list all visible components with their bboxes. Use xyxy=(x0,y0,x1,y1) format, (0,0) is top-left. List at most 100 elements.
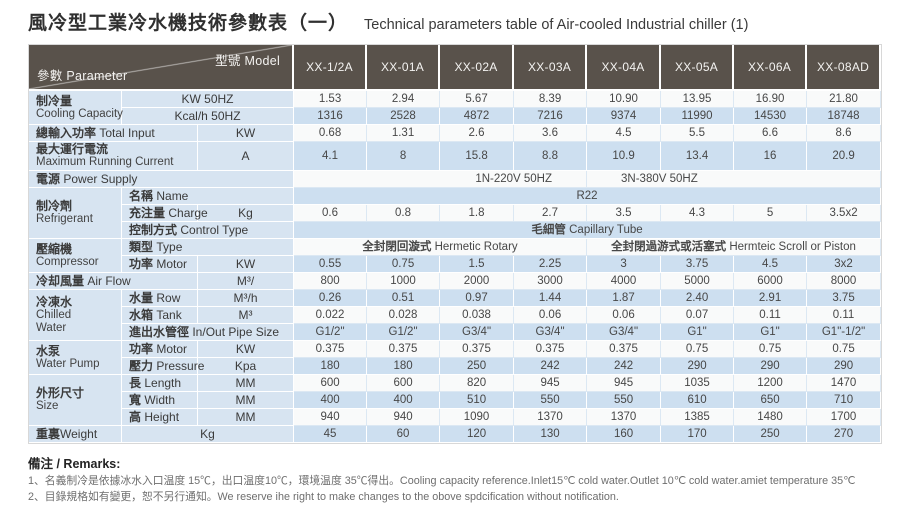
value-cell: 2.7 xyxy=(514,205,588,222)
table-row: 總輸入功率 Total Input KW 0.68 1.31 2.6 3.6 4.5 5.5 6… xyxy=(29,125,882,142)
unit-mm: MM xyxy=(198,375,295,392)
value-cell: G3/4" xyxy=(440,324,515,341)
label-total-input: 總輸入功率 Total Input xyxy=(29,125,198,142)
remark-line-2: 2、目錄規格如有變更，恕不另行通知。We reserve ihe right t… xyxy=(28,491,619,503)
label-pipe-size: 進出水管徑 In/Out Pipe Size xyxy=(122,324,295,341)
table-row: 冷却風量 Air Flow M³/800 1000 2000 3000 4000 5000 6… xyxy=(29,273,882,290)
value-cell: 0.038 xyxy=(440,307,515,324)
value-cell: 13.95 xyxy=(661,91,735,108)
value-cell: 1.53 xyxy=(294,91,368,108)
value-cell: 2000 xyxy=(440,273,515,290)
unit-kpa: Kpa xyxy=(198,358,295,375)
value-cell: 2.91 xyxy=(734,290,808,307)
label-power-supply: 電源 Power Supply xyxy=(29,171,295,188)
value-cell: G1/2" xyxy=(367,324,441,341)
value-cell: 600 xyxy=(294,375,368,392)
value-cell: G1/2" xyxy=(294,324,368,341)
value-cell: 4.5 xyxy=(587,125,662,142)
value-cell: 250 xyxy=(734,426,808,443)
value-cell: 3.75 xyxy=(807,290,882,307)
value-cell: 1N-220V 50HZ xyxy=(294,171,588,188)
unit-mm: MM xyxy=(198,392,295,409)
value-cell: 5.5 xyxy=(661,125,735,142)
label-height: 高 Height xyxy=(122,409,198,426)
remarks-section: 備注 / Remarks: 1、名義制冷是依據冰水入口温度 15℃，出口温度10… xyxy=(28,453,880,504)
model-header-3: XX-02A xyxy=(440,45,515,91)
value-cell: 945 xyxy=(514,375,588,392)
value-cell: 16 xyxy=(734,142,808,171)
value-cell: 0.55 xyxy=(294,256,368,273)
value-cell: 9374 xyxy=(587,108,662,125)
label-kcal-50hz: Kcal/h 50HZ xyxy=(122,108,295,125)
value-cell: 3x2 xyxy=(807,256,882,273)
value-cell: 4.1 xyxy=(294,142,368,171)
table-row: 制冷量 Cooling Capacity KW 50HZ 1.53 2.94 5.67 8.… xyxy=(29,91,882,125)
value-cell: 1480 xyxy=(734,409,808,426)
value-cell: 130 xyxy=(514,426,588,443)
value-cell: 1.8 xyxy=(440,205,515,222)
value-cell: 290 xyxy=(734,358,808,375)
label-max-running-current: 最大運行電流 Maximum Running Current xyxy=(29,142,198,171)
model-header-6: XX-05A xyxy=(661,45,735,91)
value-cell: 0.11 xyxy=(734,307,808,324)
value-cell: 8000 xyxy=(807,273,882,290)
value-cell: 15.8 xyxy=(440,142,515,171)
value-cell: 0.75 xyxy=(661,341,735,358)
table-row: 重裏Weight Kg 45 60 120 130 160 170 250 270 xyxy=(29,426,882,443)
label-kw-50hz: KW 50HZ xyxy=(122,91,295,108)
value-cell: 1090 xyxy=(440,409,515,426)
table-body: 制冷量 Cooling Capacity KW 50HZ 1.53 2.94 5.67 8.… xyxy=(29,91,882,443)
label-compressor-type: 類型 Type xyxy=(122,239,295,256)
value-cell: 1385 xyxy=(661,409,735,426)
value-cell: 11990 xyxy=(661,108,735,125)
value-cell: 3.5x2 xyxy=(807,205,882,222)
label-air-flow: 冷却風量 Air Flow xyxy=(29,273,198,290)
model-header-8: XX-08AD xyxy=(807,45,882,91)
unit-m3h: M³/h xyxy=(198,290,295,307)
value-cell: 全封閉過游式或活塞式 Hermteic Scroll or Piston xyxy=(587,239,882,256)
value-cell: R22 xyxy=(294,188,882,205)
value-cell: 3.6 xyxy=(514,125,588,142)
value-cell: 1035 xyxy=(661,375,735,392)
value-cell: 0.375 xyxy=(367,341,441,358)
table-corner-cell: 型號 Model 參數 Parameter xyxy=(29,45,295,91)
value-cell: 0.06 xyxy=(514,307,588,324)
value-cell: 242 xyxy=(587,358,662,375)
value-cell: 120 xyxy=(440,426,515,443)
value-cell: G1" xyxy=(661,324,735,341)
model-header-2: XX-01A xyxy=(367,45,441,91)
remarks-heading: 備注 / Remarks: xyxy=(28,457,121,471)
value-cell: 5 xyxy=(734,205,808,222)
value-cell: 4.5 xyxy=(734,256,808,273)
table-row: 電源 Power Supply 1N-220V 50HZ 3N-380V 50HZ xyxy=(29,171,882,188)
label-water-pump: 水泵 Water Pump xyxy=(29,341,122,375)
table-row: 功率 Motor KW 0.55 0.75 1.5 2.25 3 3.75 4.5 3x2 xyxy=(29,256,882,273)
value-cell: 10.90 xyxy=(587,91,662,108)
value-cell: 1316 xyxy=(294,108,368,125)
value-cell: 3.5 xyxy=(587,205,662,222)
label-refrigerant-name: 名稱 Name xyxy=(122,188,295,205)
value-cell: 1.5 xyxy=(440,256,515,273)
value-cell: 0.06 xyxy=(587,307,662,324)
value-cell: 820 xyxy=(440,375,515,392)
value-cell: 21.80 xyxy=(807,91,882,108)
value-cell: 1000 xyxy=(367,273,441,290)
value-cell: 3N-380V 50HZ xyxy=(587,171,882,188)
value-cell: 650 xyxy=(734,392,808,409)
value-cell: G1" xyxy=(734,324,808,341)
page-subtitle: Technical parameters table of Air-cooled… xyxy=(364,17,749,33)
corner-param-label: 參數 Parameter xyxy=(37,69,128,83)
value-cell: 4000 xyxy=(587,273,662,290)
value-cell: 1.44 xyxy=(514,290,588,307)
remark-line-1: 1、名義制冷是依據冰水入口温度 15℃，出口温度10℃，環境温度 35℃得出。C… xyxy=(28,475,856,487)
label-weight: 重裏Weight xyxy=(29,426,122,443)
value-cell: 0.75 xyxy=(807,341,882,358)
value-cell: 0.97 xyxy=(440,290,515,307)
value-cell: 1200 xyxy=(734,375,808,392)
title-bar: 風冷型工業冷水機技術參數表（一） Technical parameters ta… xyxy=(28,8,880,35)
value-cell: 1700 xyxy=(807,409,882,426)
value-cell: 0.028 xyxy=(367,307,441,324)
unit-m3: M³ xyxy=(198,307,295,324)
value-cell: 5.67 xyxy=(440,91,515,108)
value-cell: 945 xyxy=(587,375,662,392)
